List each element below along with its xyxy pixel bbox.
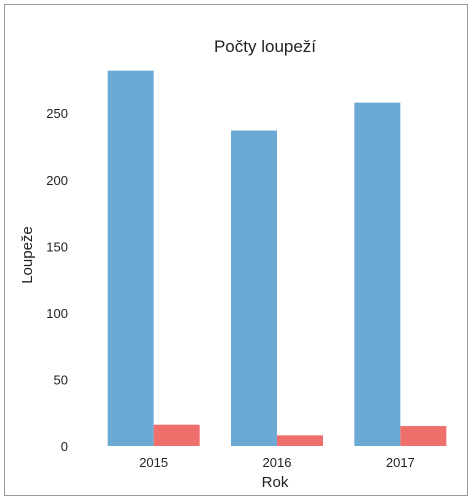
x-axis-label: Rok	[262, 474, 289, 491]
y-axis-ticks: 0 50 100 150 200 250	[46, 106, 68, 454]
bars	[107, 70, 447, 446]
bar-series-2-2015	[153, 424, 200, 446]
y-tick-label: 250	[46, 106, 68, 121]
chart-title: Počty loupeží	[214, 37, 316, 56]
x-tick-label: 2016	[263, 455, 292, 470]
bar-series-1-2015	[107, 70, 154, 446]
y-tick-label: 100	[46, 306, 68, 321]
bar-series-2-2017	[400, 426, 447, 446]
y-tick-label: 0	[61, 439, 68, 454]
y-axis-label: Loupeže	[19, 226, 36, 284]
x-axis-ticks: 2015 2016 2017	[139, 455, 415, 470]
bar-series-1-2016	[231, 130, 277, 446]
y-tick-label: 150	[46, 239, 68, 254]
y-tick-label: 50	[54, 372, 68, 387]
bar-series-1-2017	[354, 102, 401, 446]
bar-series-2-2016	[277, 435, 323, 446]
x-tick-label: 2015	[139, 455, 168, 470]
x-tick-label: 2017	[386, 455, 415, 470]
y-tick-label: 200	[46, 173, 68, 188]
